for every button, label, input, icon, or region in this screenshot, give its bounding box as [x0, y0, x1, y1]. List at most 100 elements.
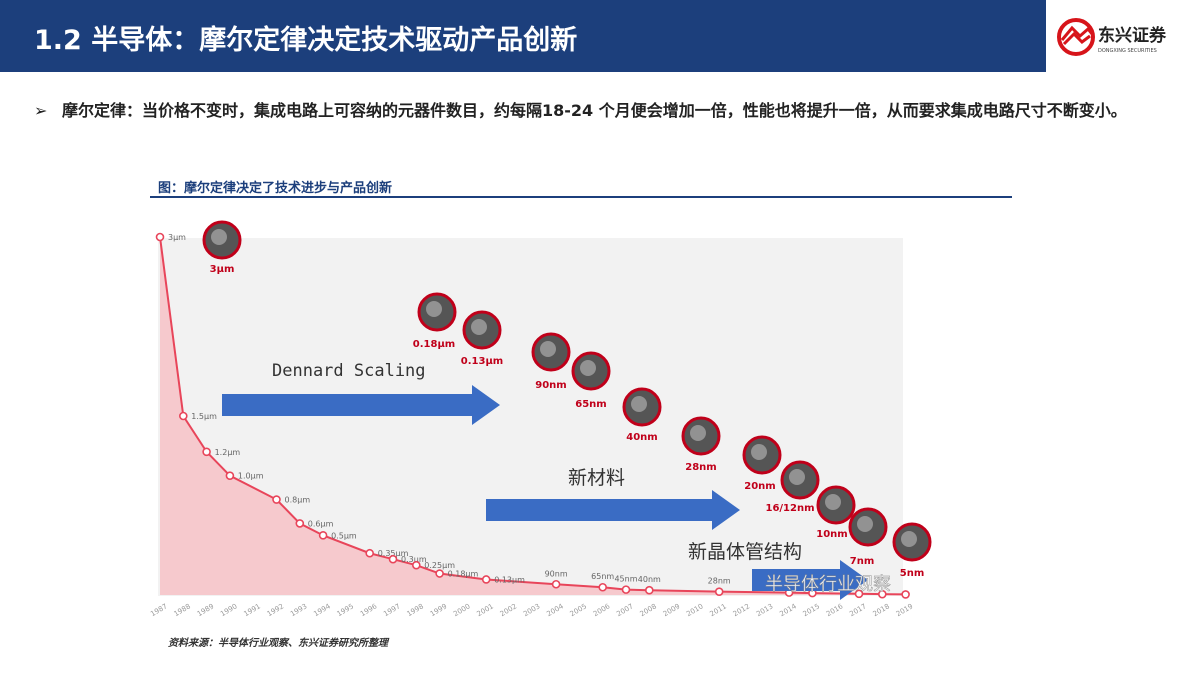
data-label: 40nm: [638, 575, 661, 584]
node-micrograph-detail: [857, 516, 873, 532]
annotation-label: 新材料: [568, 467, 625, 489]
x-tick-label: 2001: [475, 602, 494, 618]
x-tick-label: 2016: [825, 602, 845, 618]
x-tick-label: 2019: [895, 602, 914, 618]
data-label: 90nm: [545, 569, 568, 578]
data-point: [295, 519, 305, 528]
series-line: [159, 236, 906, 596]
trend-arrow: [222, 385, 500, 425]
bullet-text: 摩尔定律：当价格不变时，集成电路上可容纳的元器件数目，约每隔18-24 个月便会…: [62, 101, 1127, 120]
x-tick-label: 2006: [592, 602, 612, 618]
data-point: [598, 582, 608, 592]
x-tick-label: 1998: [406, 602, 425, 618]
data-label: 0.13μm: [494, 575, 525, 584]
x-tick-label: 1988: [173, 602, 192, 618]
x-tick-label: 1992: [266, 602, 285, 618]
x-tick-label: 2004: [545, 602, 565, 618]
node-label: 3μm: [210, 264, 235, 275]
logo-text: 东兴证券: [1098, 25, 1167, 46]
node-label: 0.18μm: [413, 339, 455, 350]
data-point: [179, 411, 188, 421]
x-tick-label: 2008: [639, 602, 658, 618]
x-tick-label: 2000: [452, 602, 471, 618]
data-label: 1.5μm: [191, 412, 217, 421]
data-point: [155, 232, 165, 242]
x-tick-label: 1993: [289, 602, 308, 618]
data-label: 0.35μm: [378, 549, 409, 558]
x-tick-label: 1997: [382, 602, 401, 618]
data-point: [435, 569, 444, 578]
data-point: [481, 575, 491, 584]
page-title: 1.2 半导体：摩尔定律决定技术驱动产品创新: [34, 25, 578, 56]
x-tick-label: 1994: [312, 602, 332, 618]
node-label: 20nm: [744, 481, 775, 492]
data-label: 3μm: [168, 233, 186, 242]
trend-arrow: [486, 490, 740, 530]
x-tick-label: 2002: [499, 602, 518, 618]
x-tick-label: 2012: [732, 602, 751, 618]
x-tick-label: 1996: [359, 602, 379, 618]
node-micrograph-detail: [540, 341, 556, 357]
data-point: [877, 589, 887, 599]
x-tick-label: 2015: [802, 602, 821, 618]
node-label: 5nm: [900, 568, 925, 579]
area-fill: [160, 237, 906, 595]
data-point: [854, 589, 864, 599]
data-label: 0.8μm: [285, 496, 311, 505]
x-tick-label: 2010: [685, 602, 704, 618]
node-label: 28nm: [685, 462, 716, 473]
node-micrograph-detail: [690, 425, 706, 441]
x-tick-label: 2009: [662, 602, 681, 618]
data-point: [225, 471, 235, 480]
node-micrograph-detail: [580, 360, 596, 376]
figure-source: 资料来源：半导体行业观察、东兴证券研究所整理: [168, 638, 388, 649]
data-label: 45nm: [614, 575, 637, 584]
node-micrograph-detail: [426, 301, 442, 317]
data-point: [644, 585, 654, 595]
node-label: 65nm: [575, 399, 606, 410]
figure-title-rule: [150, 196, 1012, 198]
node-micrograph-detail: [751, 444, 767, 460]
data-point: [901, 590, 910, 599]
watermark: 半导体行业观察: [765, 574, 891, 595]
data-point: [714, 587, 724, 596]
dongxing-logo: 东兴证券 DONGXING SECURITIES: [1057, 18, 1167, 56]
x-tick-label: 2017: [848, 602, 867, 618]
x-tick-label: 2007: [615, 602, 634, 618]
node-micrograph-detail: [631, 396, 647, 412]
data-label: 0.5μm: [331, 531, 357, 540]
node-label: 7nm: [850, 556, 875, 567]
logo-subtext: DONGXING SECURITIES: [1098, 48, 1157, 54]
node-label: 0.13μm: [461, 356, 503, 367]
annotation-label: 新晶体管结构: [688, 541, 802, 563]
data-point: [202, 447, 211, 457]
node-micrograph-detail: [901, 531, 917, 547]
data-point: [621, 585, 631, 594]
data-label: 0.6μm: [308, 519, 334, 528]
node-micrograph-detail: [471, 319, 487, 335]
x-tick-label: 1989: [196, 602, 215, 618]
node-label: 90nm: [535, 380, 566, 391]
node-micrograph-detail: [211, 229, 227, 245]
x-tick-label: 1987: [149, 602, 168, 618]
data-label: 0.25μm: [424, 561, 455, 570]
data-label: 28nm: [708, 577, 731, 586]
data-label: 1.2μm: [215, 448, 241, 457]
x-tick-label: 2014: [778, 602, 798, 618]
x-tick-label: 2003: [522, 602, 541, 618]
annotation-label: Dennard Scaling: [272, 361, 426, 381]
bullet-point: ➢ 摩尔定律：当价格不变时，集成电路上可容纳的元器件数目，约每隔18-24 个月…: [34, 98, 1134, 123]
data-point: [365, 548, 375, 558]
node-micrograph-detail: [825, 494, 841, 510]
data-point: [318, 531, 328, 540]
node-label: 40nm: [626, 432, 657, 443]
node-label: 10nm: [816, 529, 847, 540]
x-tick-label: 2005: [569, 602, 588, 618]
data-label: 0.18μm: [448, 570, 479, 579]
x-tick-label: 1991: [242, 602, 261, 618]
data-point: [388, 554, 398, 564]
x-tick-label: 1990: [219, 602, 238, 618]
x-tick-label: 2018: [872, 602, 891, 618]
data-label: 0.3μm: [401, 555, 427, 564]
